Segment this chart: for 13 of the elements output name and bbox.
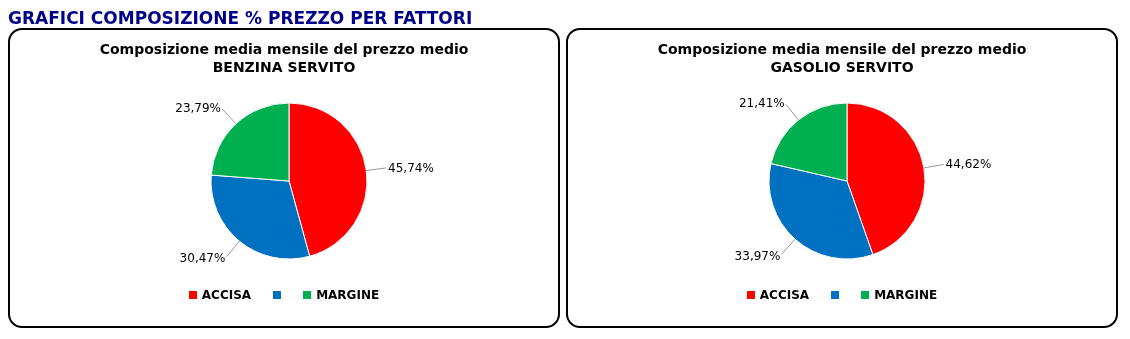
legend-label: ACCISA (759, 288, 810, 302)
data-label: 44,62% (945, 157, 992, 172)
text: GRAFICI COMPOSIZIONE % PREZZO PER FATTORI (8, 8, 474, 28)
chart-title: Composizione media mensile del prezzo medio BENZINA SERVITO (98, 40, 470, 76)
chart-title: Composizione media mensile del prezzo medio GASOLIO SERVITO (656, 40, 1028, 76)
legend-label: MARGINE (874, 288, 938, 302)
data-label: 30,47% (179, 251, 226, 266)
data-label: 45,74% (388, 160, 434, 175)
legend-label: ACCISA (201, 288, 252, 302)
legend-label: MARGINE (316, 288, 380, 302)
data-label: 33,97% (734, 248, 781, 263)
data-label: 21,41% (738, 95, 785, 110)
data-label: 23,79% (175, 100, 222, 115)
